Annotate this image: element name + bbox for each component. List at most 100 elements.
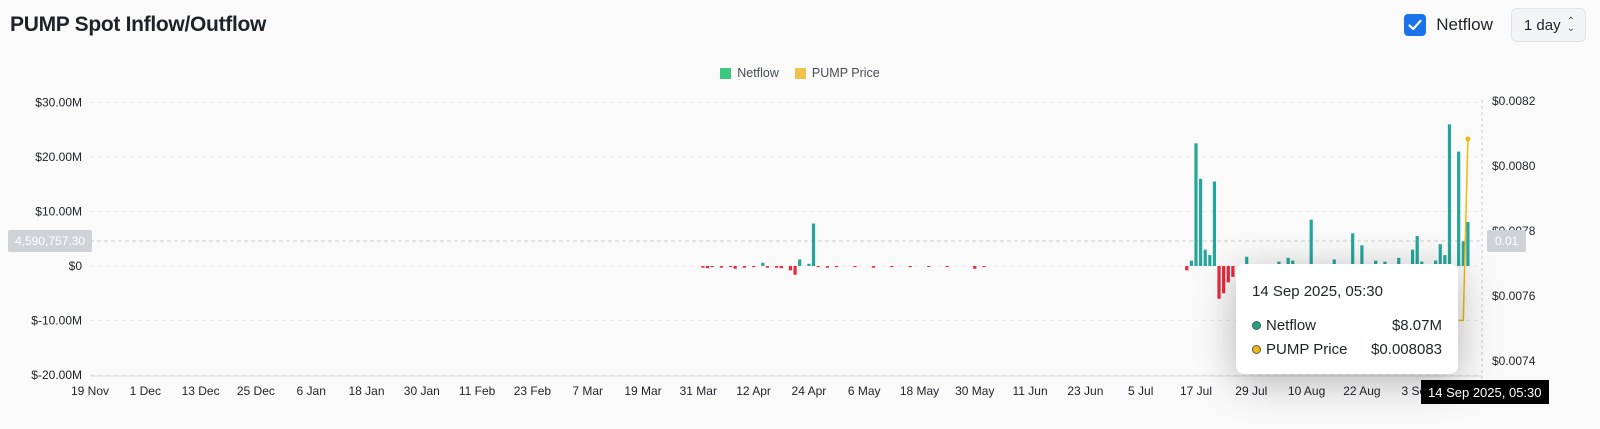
- tooltip-name-price: PUMP Price: [1266, 341, 1348, 358]
- x-tick-label: 31 Mar: [680, 384, 717, 398]
- netflow-bar: [710, 266, 714, 268]
- x-tick-label: 7 Mar: [572, 384, 603, 398]
- x-tick-label: 18 May: [900, 384, 939, 398]
- x-tick-label: 24 Apr: [792, 384, 827, 398]
- netflow-bar: [1199, 178, 1203, 266]
- netflow-bar: [1189, 260, 1193, 266]
- legend-swatch-netflow: [720, 67, 732, 79]
- x-tick-label: 25 Dec: [237, 384, 275, 398]
- chart-legend: Netflow PUMP Price: [0, 66, 1600, 80]
- netflow-bar: [834, 266, 839, 268]
- netflow-bar: [1245, 256, 1249, 266]
- interval-select[interactable]: 1 day ⌃ ⌄: [1510, 8, 1586, 42]
- legend-label-netflow: Netflow: [737, 66, 779, 80]
- netflow-bar: [1443, 255, 1447, 266]
- tooltip-dot-price: [1252, 345, 1261, 354]
- x-tick-label: 13 Dec: [182, 384, 220, 398]
- x-tick-label: 23 Feb: [514, 384, 552, 398]
- netflow-bar: [811, 223, 816, 266]
- netflow-bar: [701, 266, 705, 268]
- x-tick-label: 18 Jan: [348, 384, 384, 398]
- tooltip-row-netflow: Netflow $8.07M: [1252, 317, 1442, 334]
- left-axis: $30.00M $20.00M $10.00M $0 $-10.00M $-20.00M: [31, 96, 82, 383]
- netflow-bar: [733, 266, 737, 269]
- netflow-bar: [982, 266, 986, 268]
- netflow-bar: [1438, 244, 1442, 266]
- netflow-bar: [1434, 260, 1438, 266]
- netflow-bar: [1383, 261, 1387, 266]
- left-tick-label: $-10.00M: [31, 314, 82, 328]
- netflow-bar: [1420, 261, 1424, 266]
- x-tick-label: 29 Jul: [1235, 384, 1267, 398]
- crosshair-right-value: 0.01: [1487, 230, 1527, 252]
- netflow-bar: [825, 266, 829, 268]
- netflow-bar: [1277, 261, 1281, 266]
- tooltip-value-price: $0.008083: [1371, 341, 1442, 358]
- netflow-bar: [1466, 222, 1470, 266]
- left-tick-label: $30.00M: [35, 96, 82, 110]
- x-tick-label: 6 May: [848, 384, 881, 398]
- netflow-bars: [701, 124, 1470, 299]
- left-tick-label: $0: [69, 259, 83, 273]
- netflow-checkbox[interactable]: [1404, 14, 1427, 36]
- x-tick-label: 19 Nov: [71, 384, 109, 398]
- x-tick-label: 30 May: [955, 384, 994, 398]
- netflow-bar: [973, 266, 977, 269]
- tooltip-dot-netflow: [1252, 321, 1261, 330]
- netflow-bar: [788, 266, 793, 271]
- netflow-bar: [793, 266, 797, 275]
- legend-item-price[interactable]: PUMP Price: [794, 66, 880, 80]
- x-tick-label: 11 Feb: [459, 384, 496, 398]
- x-tick-label: 19 Mar: [624, 384, 661, 398]
- netflow-toggle-label[interactable]: Netflow: [1436, 15, 1493, 34]
- right-tick-label: $0.0074: [1492, 354, 1536, 368]
- x-tick-label: 30 Jan: [404, 384, 440, 398]
- netflow-bar: [1217, 266, 1221, 299]
- x-tick-label: 1 Dec: [130, 384, 161, 398]
- x-tick-label: 17 Jul: [1180, 384, 1212, 398]
- netflow-bar: [775, 266, 779, 268]
- x-tick-label: 10 Aug: [1288, 384, 1325, 398]
- netflow-bar: [1226, 266, 1230, 283]
- page-title: PUMP Spot Inflow/Outflow: [10, 13, 267, 36]
- netflow-bar: [719, 266, 723, 268]
- netflow-bar: [1360, 245, 1364, 266]
- netflow-bar: [1222, 266, 1226, 294]
- legend-swatch-price: [794, 67, 806, 79]
- left-tick-label: $-20.00M: [31, 368, 82, 382]
- netflow-bar: [890, 266, 894, 268]
- left-tick-label: $20.00M: [35, 150, 82, 164]
- netflow-bar: [1415, 236, 1419, 266]
- netflow-bar: [871, 266, 876, 268]
- netflow-bar: [1194, 143, 1198, 266]
- netflow-bar: [1457, 151, 1461, 266]
- netflow-bar: [1185, 266, 1189, 271]
- right-tick-label: $0.0076: [1492, 289, 1536, 303]
- netflow-bar: [945, 266, 949, 268]
- netflow-bar: [779, 266, 783, 269]
- netflow-bar: [1291, 260, 1295, 266]
- netflow-bar: [853, 266, 857, 268]
- price-point: [1465, 136, 1471, 142]
- netflow-bar: [1351, 233, 1355, 266]
- netflow-bar: [908, 266, 912, 268]
- netflow-bar: [1447, 124, 1452, 266]
- right-tick-label: $0.0080: [1492, 159, 1536, 173]
- netflow-bar: [752, 266, 756, 268]
- left-tick-label: $10.00M: [35, 205, 82, 219]
- netflow-bar: [1212, 181, 1217, 266]
- netflow-bar: [1208, 255, 1212, 266]
- x-tick-label: 22 Aug: [1343, 384, 1380, 398]
- netflow-bar: [761, 262, 765, 266]
- tooltip-name-netflow: Netflow: [1266, 317, 1317, 334]
- netflow-bar: [742, 266, 746, 268]
- chart-controls: Netflow 1 day ⌃ ⌄: [1404, 8, 1586, 42]
- legend-item-netflow[interactable]: Netflow: [720, 66, 779, 80]
- netflow-bar: [1231, 266, 1235, 277]
- netflow-bar: [705, 266, 710, 269]
- right-tick-label: $0.0082: [1492, 94, 1536, 108]
- netflow-bar: [1286, 257, 1290, 266]
- netflow-bar: [1374, 260, 1378, 266]
- crosshair-left-value: 4,590,757.30: [8, 230, 93, 252]
- x-axis: 19 Nov 1 Dec 13 Dec 25 Dec 6 Jan 18 Jan 30 Jan…: [71, 375, 1482, 398]
